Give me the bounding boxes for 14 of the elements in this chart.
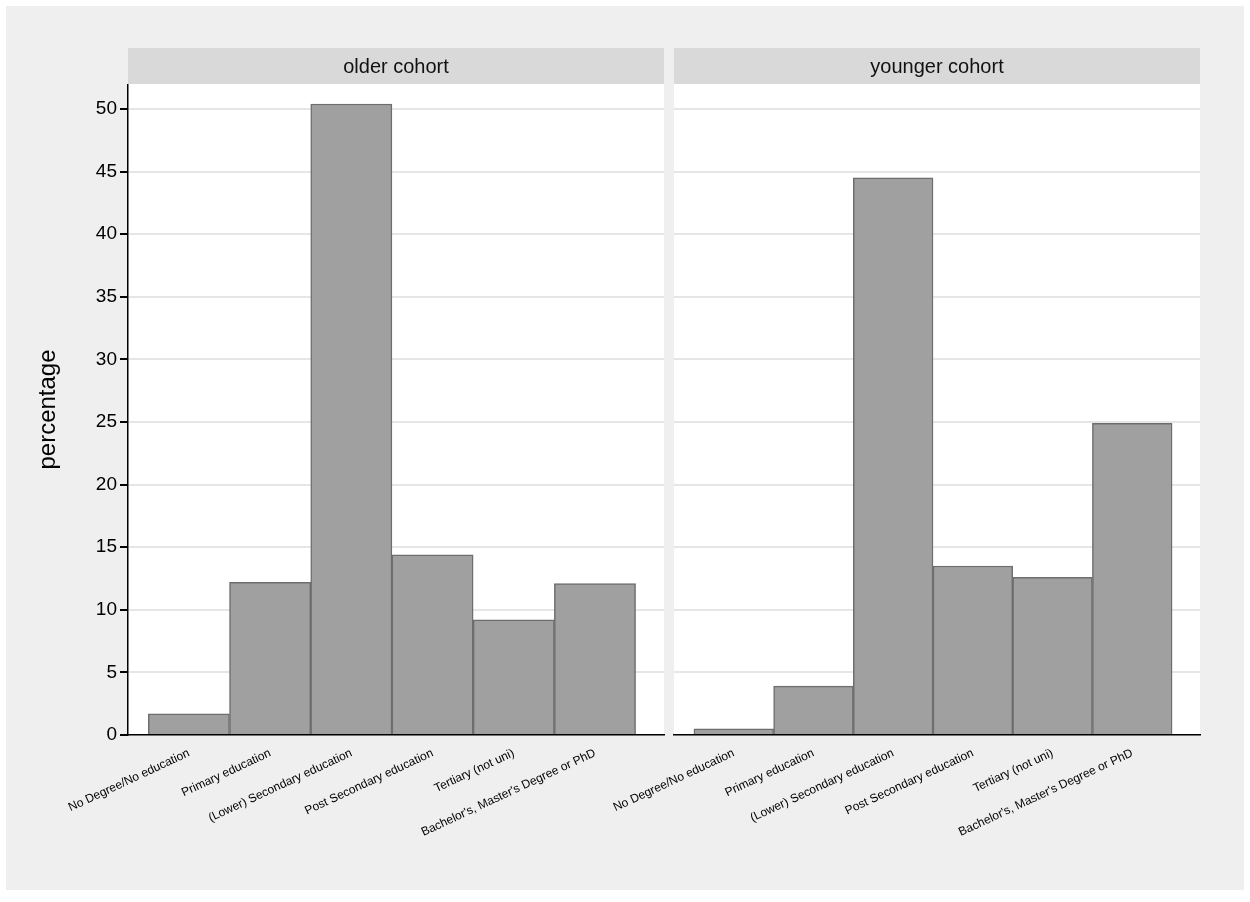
y-tick-label: 40 bbox=[95, 222, 117, 244]
y-tick-label: 50 bbox=[95, 97, 117, 119]
y-tick-label: 15 bbox=[95, 535, 117, 557]
chart-title: younger cohort bbox=[674, 48, 1200, 84]
y-tick-label: 30 bbox=[95, 347, 117, 369]
y-tick-label: 10 bbox=[95, 598, 117, 620]
y-tick-label: 25 bbox=[95, 410, 117, 432]
y-tick-label: 0 bbox=[106, 723, 117, 745]
y-tick-label: 5 bbox=[106, 660, 117, 682]
y-tick-label: 35 bbox=[95, 285, 117, 307]
y-tick-label: 45 bbox=[95, 159, 117, 181]
y-tick-label: 20 bbox=[95, 472, 117, 494]
chart-title: older cohort bbox=[128, 48, 664, 84]
y-axis-title: percentage bbox=[33, 349, 61, 470]
